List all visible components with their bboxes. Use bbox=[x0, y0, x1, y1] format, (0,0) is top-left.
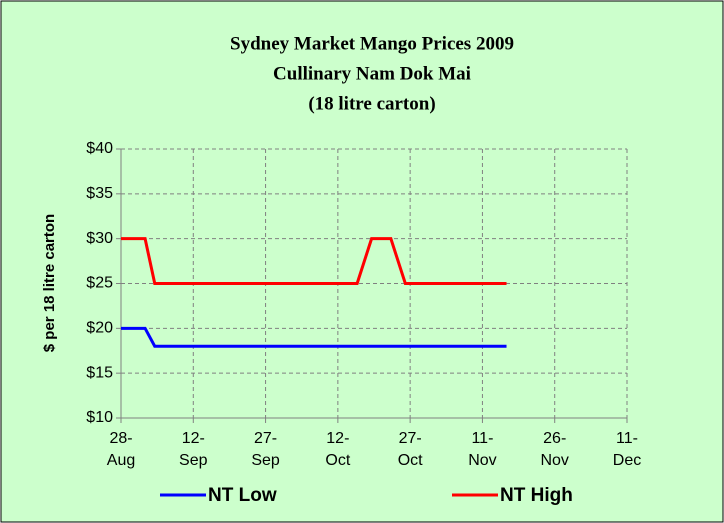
chart-title: (18 litre carton) bbox=[308, 93, 435, 114]
x-tick-label: 27-Oct bbox=[397, 430, 423, 469]
y-tick-label: $40 bbox=[86, 140, 113, 157]
x-tick-label: 26-Nov bbox=[540, 430, 569, 469]
x-tick-label: 11-Dec bbox=[612, 430, 642, 469]
y-axis-label: $ per 18 litre carton bbox=[41, 214, 58, 352]
x-tick-label: 12-Oct bbox=[325, 430, 351, 469]
y-tick-label: $15 bbox=[86, 364, 113, 381]
y-tick-label: $10 bbox=[86, 409, 113, 426]
x-tick-label: 11-Nov bbox=[468, 430, 497, 469]
y-tick-label: $20 bbox=[86, 320, 113, 337]
x-tick-label: 12-Sep bbox=[179, 430, 208, 469]
x-tick-label: 27-Sep bbox=[251, 430, 280, 469]
y-tick-label: $30 bbox=[86, 230, 113, 247]
chart-title: Sydney Market Mango Prices 2009 bbox=[230, 33, 514, 54]
series-line bbox=[121, 326, 507, 348]
series-line bbox=[121, 237, 507, 285]
legend-label: NT High bbox=[500, 485, 573, 506]
y-tick-label: $35 bbox=[86, 185, 113, 202]
x-tick-label: 28-Aug bbox=[106, 430, 136, 469]
y-tick-label: $25 bbox=[86, 275, 113, 292]
chart-title: Cullinary Nam Dok Mai bbox=[273, 63, 471, 84]
legend-label: NT Low bbox=[208, 485, 277, 506]
